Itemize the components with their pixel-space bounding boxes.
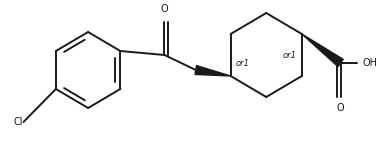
Text: or1: or1 (236, 59, 250, 67)
Text: O: O (337, 103, 345, 113)
Text: Cl: Cl (14, 117, 23, 127)
Text: OH: OH (362, 58, 377, 68)
Polygon shape (195, 66, 231, 76)
Text: O: O (161, 4, 168, 14)
Polygon shape (302, 34, 343, 67)
Text: or1: or1 (283, 52, 297, 60)
